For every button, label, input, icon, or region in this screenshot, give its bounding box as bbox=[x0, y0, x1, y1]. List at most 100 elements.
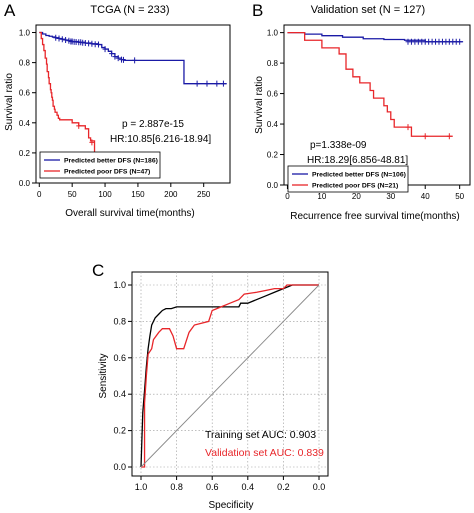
panel-a-plot-box bbox=[35, 24, 231, 184]
censor-mark bbox=[109, 50, 115, 57]
panel-c-x-ticks: 1.0 0.8 0.6 0.4 0.2 0.0 bbox=[135, 476, 326, 492]
x-tick-label: 0.0 bbox=[313, 482, 326, 492]
censor-mark bbox=[89, 139, 95, 146]
panel-b-legend-box bbox=[287, 165, 409, 193]
y-tick-label: 0.8 bbox=[19, 59, 31, 68]
y-tick-label: 0.0 bbox=[267, 181, 279, 190]
series-line-validation-set bbox=[141, 284, 319, 468]
censor-mark bbox=[53, 34, 59, 41]
censor-mark bbox=[204, 80, 210, 87]
series-line-reference bbox=[140, 284, 320, 468]
panel-a-title: TCGA (N = 233) bbox=[90, 4, 169, 16]
y-tick-label: 1.0 bbox=[113, 280, 126, 290]
y-tick-label: 0.6 bbox=[267, 90, 279, 99]
x-tick-label: 0.8 bbox=[170, 482, 183, 492]
x-tick-label: 100 bbox=[98, 190, 112, 199]
panel-b-legend-better: Predicted better DFS (N=106) bbox=[312, 172, 406, 179]
panel-c-series bbox=[140, 284, 320, 468]
y-tick-label: 0.8 bbox=[113, 316, 126, 326]
panel-a-legend-box bbox=[39, 151, 161, 179]
panel-a-p-value: p = 2.887e-15 bbox=[122, 119, 184, 130]
panel-c-label: C bbox=[92, 261, 104, 280]
censor-mark bbox=[220, 80, 226, 87]
panel-b-title: Validation set (N = 127) bbox=[311, 4, 425, 16]
panel-c-plot-box bbox=[131, 271, 329, 477]
x-tick-label: 1.0 bbox=[135, 482, 148, 492]
censor-mark bbox=[120, 56, 126, 63]
series-line-training-set bbox=[140, 284, 319, 468]
panel-b-p-value: p=1.338e-09 bbox=[310, 140, 367, 151]
y-tick-label: 0.4 bbox=[267, 120, 279, 129]
x-tick-label: 0.2 bbox=[277, 482, 290, 492]
y-tick-label: 0.0 bbox=[113, 462, 126, 472]
censor-mark bbox=[63, 37, 69, 44]
panel-b-legend: Predicted better DFS (N=106) Predicted p… bbox=[287, 165, 409, 193]
panel-b-x-axis-label: Recurrence free survival time(months) bbox=[290, 211, 460, 222]
x-tick-label: 0 bbox=[37, 190, 42, 199]
panel-b-y-axis-label: Survival ratio bbox=[254, 76, 265, 134]
panel-a-legend-better: Predicted better DFS (N=186) bbox=[64, 158, 158, 165]
panel-b-series bbox=[287, 31, 464, 140]
censor-mark bbox=[76, 122, 82, 129]
panel-c: C 0.00.20.40.60.81.0 1.0 0.8 0.6 0.4 0.2 0.0 … bbox=[92, 261, 329, 511]
panel-b: B Validation set (N = 127) 0.00.20.40.60… bbox=[252, 1, 471, 222]
y-tick-label: 0.2 bbox=[267, 151, 279, 160]
censor-mark bbox=[422, 133, 428, 140]
x-tick-label: 250 bbox=[197, 190, 211, 199]
x-tick-label: 50 bbox=[68, 190, 77, 199]
panel-a: A TCGA (N = 233) 0.0 0.2 0.4 0.6 0.8 1.0 0 50 1… bbox=[4, 1, 231, 219]
y-tick-label: 1.0 bbox=[267, 29, 279, 38]
panel-a-x-ticks: 0 50 100 150 200 250 bbox=[37, 183, 211, 199]
censor-mark bbox=[446, 133, 452, 140]
panel-b-hazard-ratio: HR:18.29[6.856-48.81] bbox=[307, 155, 408, 166]
y-tick-label: 0.6 bbox=[19, 89, 31, 98]
y-tick-label: 0.2 bbox=[113, 426, 126, 436]
series-line-predicted-poor-dfs-n-21 bbox=[287, 31, 453, 137]
y-tick-label: 0.4 bbox=[113, 389, 126, 399]
x-tick-label: 200 bbox=[164, 190, 178, 199]
censor-mark bbox=[59, 36, 65, 43]
panel-b-legend-poor: Predicted poor DFS (N=21) bbox=[312, 183, 398, 190]
panel-c-y-ticks: 0.0 0.2 0.4 0.6 0.8 1.0 bbox=[113, 280, 132, 472]
panel-c-validation-auc: Validation set AUC: 0.839 bbox=[205, 447, 324, 459]
censor-mark bbox=[115, 55, 121, 62]
censor-mark bbox=[102, 46, 108, 53]
x-tick-label: 0.4 bbox=[242, 482, 255, 492]
panel-a-series bbox=[39, 31, 227, 162]
panel-a-x-axis-label: Overall survival time(months) bbox=[65, 208, 194, 219]
x-tick-label: 0.6 bbox=[206, 482, 219, 492]
panel-b-y-ticks: 0.0 0.2 0.4 0.6 0.8 1.0 bbox=[267, 29, 284, 190]
x-tick-label: 30 bbox=[386, 192, 395, 201]
x-tick-label: 10 bbox=[317, 192, 326, 201]
panel-a-legend: Predicted better DFS (N=186) Predicted p… bbox=[39, 151, 161, 179]
y-tick-label: 0.4 bbox=[19, 119, 31, 128]
y-tick-label: 0.8 bbox=[267, 59, 279, 68]
y-tick-label: 1.0 bbox=[19, 29, 31, 38]
y-tick-label: 0.2 bbox=[19, 149, 31, 158]
censor-mark bbox=[405, 124, 411, 131]
censor-mark bbox=[214, 80, 220, 87]
panel-a-label: A bbox=[4, 1, 16, 20]
panel-a-y-axis-label: Survival ratio bbox=[4, 73, 15, 131]
x-tick-label: 40 bbox=[421, 192, 430, 201]
panel-c-y-axis-label: Sensitivity bbox=[98, 353, 109, 398]
censor-mark bbox=[112, 53, 118, 60]
x-tick-label: 0 bbox=[285, 192, 290, 201]
x-tick-label: 150 bbox=[131, 190, 145, 199]
y-tick-label: 0.0 bbox=[19, 179, 31, 188]
panel-a-legend-poor: Predicted poor DFS (N=47) bbox=[64, 169, 150, 176]
censor-mark bbox=[132, 57, 138, 64]
panel-c-grid bbox=[132, 272, 328, 476]
panel-a-y-ticks: 0.0 0.2 0.4 0.6 0.8 1.0 bbox=[19, 29, 36, 188]
x-tick-label: 20 bbox=[352, 192, 361, 201]
panel-c-training-auc: Training set AUC: 0.903 bbox=[205, 429, 316, 441]
panel-b-label: B bbox=[252, 1, 263, 20]
censor-mark bbox=[56, 35, 62, 42]
y-tick-label: 0.6 bbox=[113, 353, 126, 363]
panel-a-hazard-ratio: HR:10.85[6.216-18.94] bbox=[110, 134, 211, 145]
panel-c-x-axis-label: Specificity bbox=[208, 500, 253, 511]
x-tick-label: 50 bbox=[455, 192, 464, 201]
censor-mark bbox=[194, 80, 200, 87]
series-line-predicted-poor-dfs-n-47 bbox=[39, 31, 112, 160]
censor-mark bbox=[95, 41, 101, 48]
